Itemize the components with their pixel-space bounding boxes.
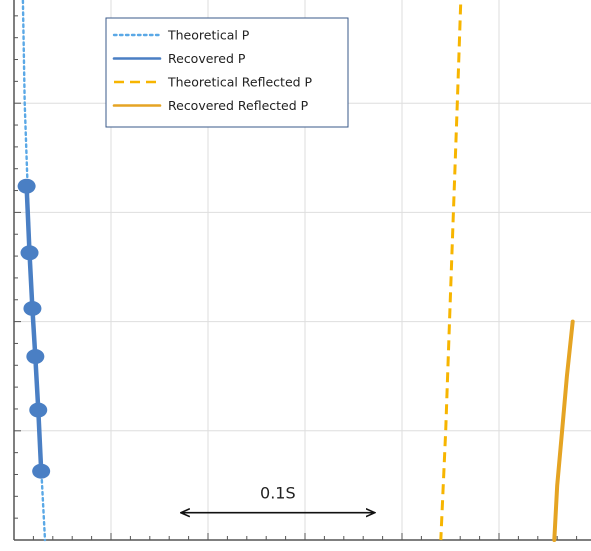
annotation-double-arrow: 0.1S bbox=[181, 484, 375, 513]
data-point-recovered-p bbox=[17, 178, 36, 194]
legend: Theoretical P Recovered P Theoretical Refl… bbox=[105, 17, 349, 128]
legend-label: Recovered P bbox=[168, 51, 246, 66]
data-point-recovered-p bbox=[29, 402, 48, 418]
legend-item-recovered-p: Recovered P bbox=[112, 51, 246, 66]
legend-box bbox=[105, 17, 349, 128]
series-line-theoretical-reflected-p bbox=[439, 0, 463, 541]
series-theoretical-reflected-p bbox=[439, 0, 463, 541]
legend-label: Theoretical P bbox=[167, 28, 250, 43]
data-point-recovered-p bbox=[32, 463, 51, 479]
annotation-label: 0.1S bbox=[260, 484, 296, 503]
legend-item-theoretical-p: Theoretical P bbox=[112, 28, 250, 43]
series-line-recovered-reflected-p bbox=[552, 319, 575, 542]
legend-label: Theoretical Reflected P bbox=[167, 75, 313, 90]
data-point-recovered-p bbox=[20, 245, 39, 261]
series-group bbox=[17, 0, 575, 542]
series-line-recovered-p bbox=[24, 183, 44, 474]
data-point-recovered-p bbox=[23, 300, 42, 316]
data-point-recovered-p bbox=[26, 349, 45, 365]
legend-item-theoretical-reflected-p: Theoretical Reflected P bbox=[114, 75, 313, 90]
series-recovered-p bbox=[17, 178, 51, 479]
annotation-group: 0.1S bbox=[181, 484, 375, 513]
legend-label: Recovered Reflected P bbox=[168, 98, 309, 113]
series-recovered-reflected-p bbox=[552, 319, 575, 542]
axes bbox=[13, 0, 591, 541]
legend-item-recovered-reflected-p: Recovered Reflected P bbox=[112, 98, 309, 113]
